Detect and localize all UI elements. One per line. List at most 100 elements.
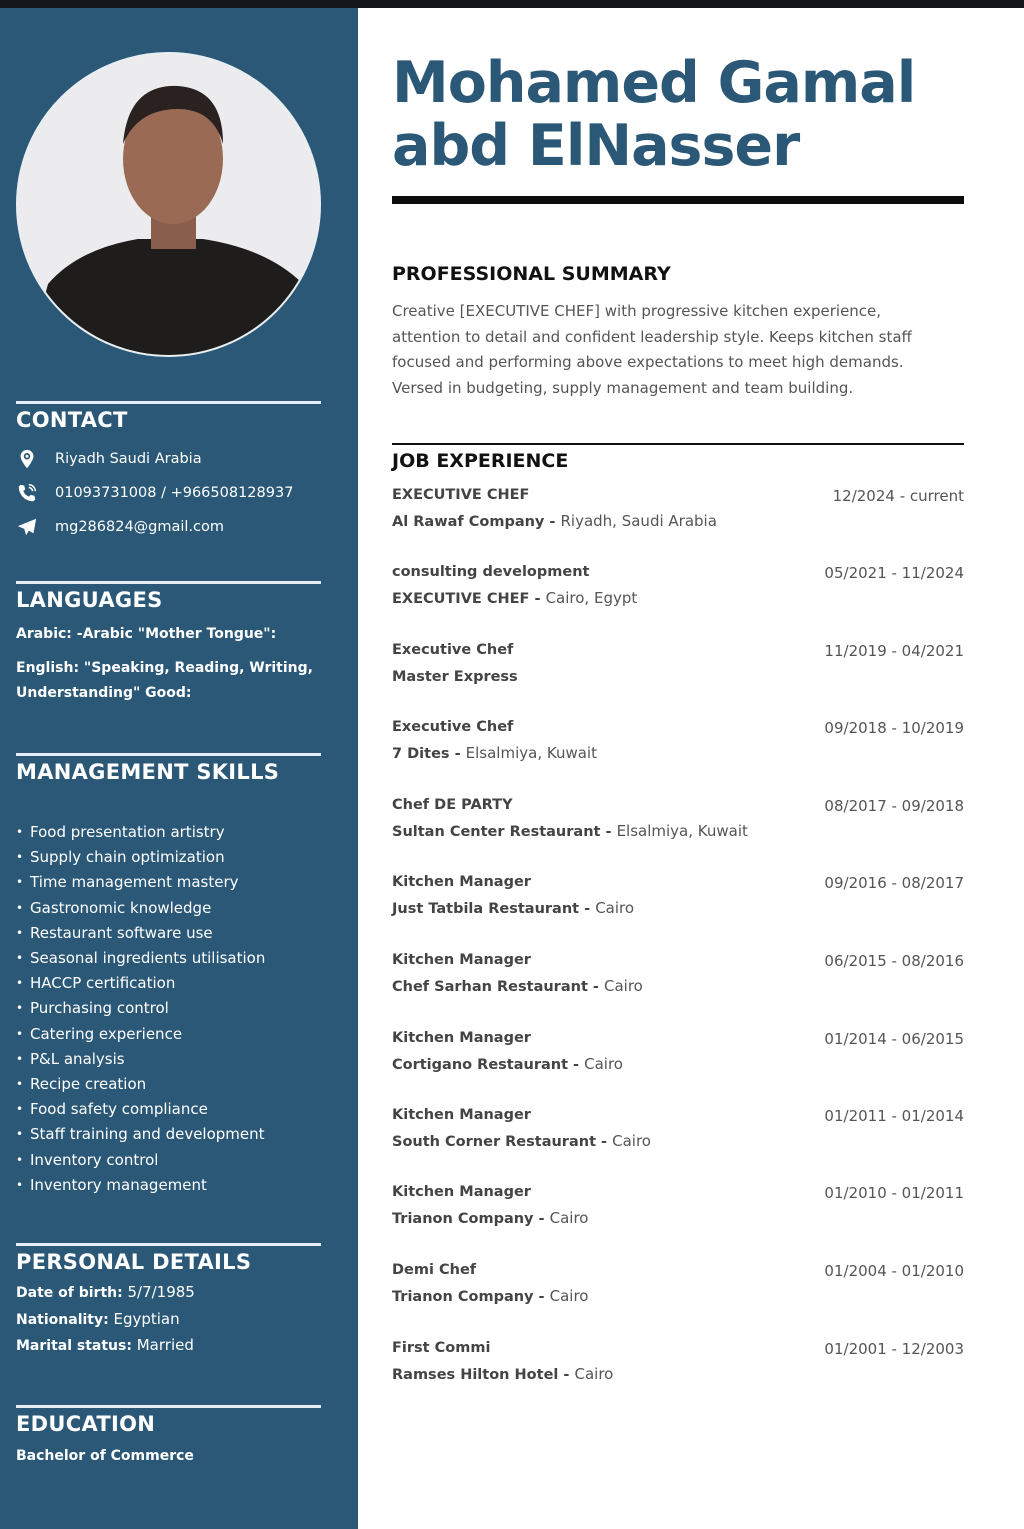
skill-item: Seasonal ingredients utilisation [16, 946, 321, 971]
job-dates: 01/2014 - 06/2015 [824, 1030, 964, 1048]
job-dates: 01/2004 - 01/2010 [824, 1262, 964, 1280]
job-entry: First Commi 01/2001 - 12/2003 Ramses Hilto… [392, 1340, 964, 1383]
job-dates: 01/2001 - 12/2003 [824, 1340, 964, 1358]
language-item: Arabic: -Arabic "Mother Tongue": [16, 626, 277, 642]
divider [16, 1243, 321, 1246]
divider [16, 581, 321, 584]
experience-title: JOB EXPERIENCE [392, 450, 569, 472]
location-text: Riyadh Saudi Arabia [55, 451, 202, 467]
job-company: Just Tatbila Restaurant - [392, 901, 596, 917]
education-section: EDUCATION Bachelor of Commerce [16, 1405, 321, 1469]
phone-icon [18, 484, 36, 502]
job-title: Chef DE PARTY [392, 797, 513, 813]
divider [16, 753, 321, 756]
skill-item: Supply chain optimization [16, 845, 321, 870]
languages-section: LANGUAGES Arabic: -Arabic "Mother Tongue… [16, 581, 321, 706]
job-title: EXECUTIVE CHEF [392, 487, 530, 503]
job-dates: 11/2019 - 04/2021 [824, 642, 964, 660]
email-link[interactable]: mg286824@gmail.com [55, 519, 225, 535]
sidebar: CONTACT Riyadh Saudi Arabia 01093731008 … [0, 8, 358, 1529]
education-degree: Bachelor of Commerce [16, 1448, 194, 1464]
job-entry: Kitchen Manager 06/2015 - 08/2016 Chef Sar… [392, 952, 964, 995]
job-location: Elsalmiya, Kuwait [465, 744, 597, 762]
top-bar [0, 0, 1024, 8]
job-entry: Kitchen Manager 01/2010 - 01/2011 Trianon … [392, 1184, 964, 1227]
job-entry: Kitchen Manager 01/2014 - 06/2015 Cortigan… [392, 1030, 964, 1073]
section-title: CONTACT [16, 408, 128, 432]
job-location: Cairo [595, 899, 635, 917]
job-location: Cairo [549, 1287, 589, 1305]
job-location: Elsalmiya, Kuwait [616, 822, 748, 840]
job-title: Demi Chef [392, 1262, 477, 1278]
job-company: Ramses Hilton Hotel - [392, 1367, 575, 1383]
summary-title: PROFESSIONAL SUMMARY [392, 263, 671, 285]
contact-location: Riyadh Saudi Arabia [16, 442, 321, 476]
personal-detail: Nationality: Egyptian [16, 1309, 180, 1328]
skills-list: Food presentation artistrySupply chain o… [16, 820, 321, 1198]
job-entry: EXECUTIVE CHEF 12/2024 - current Al Rawaf … [392, 487, 964, 530]
job-company: South Corner Restaurant - [392, 1134, 613, 1150]
job-entry: Chef DE PARTY 08/2017 - 09/2018 Sultan Cen… [392, 797, 964, 840]
skill-item: P&L analysis [16, 1047, 321, 1072]
divider [16, 401, 321, 404]
skill-item: Food presentation artistry [16, 820, 321, 845]
job-location: Cairo [574, 1365, 614, 1383]
job-title: First Commi [392, 1340, 491, 1356]
job-company: EXECUTIVE CHEF - [392, 591, 546, 607]
job-dates: 01/2010 - 01/2011 [824, 1184, 964, 1202]
job-location: Cairo [584, 1055, 623, 1073]
job-dates: 06/2015 - 08/2016 [824, 952, 964, 970]
skills-section: MANAGEMENT SKILLS Food presentation arti… [16, 753, 321, 1198]
skill-item: HACCP certification [16, 971, 321, 996]
job-title: Kitchen Manager [392, 1030, 531, 1046]
job-company: Al Rawaf Company - [392, 514, 561, 530]
job-location: Cairo, Egypt [545, 589, 638, 607]
job-entry: Kitchen Manager 09/2016 - 08/2017 Just Tat… [392, 874, 964, 917]
section-title: LANGUAGES [16, 588, 163, 612]
personal-detail: Date of birth: 5/7/1985 [16, 1283, 195, 1301]
phone-text[interactable]: 01093731008 / +966508128937 [55, 485, 294, 501]
skill-item: Time management mastery [16, 870, 321, 895]
paper-plane-icon [17, 518, 37, 536]
job-title: Executive Chef [392, 642, 514, 658]
summary-text: Creative [EXECUTIVE CHEF] with progressi… [392, 302, 912, 397]
candidate-name: Mohamed Gamal abd ElNasser [392, 50, 916, 179]
job-dates: 09/2018 - 10/2019 [824, 719, 964, 737]
job-title: Kitchen Manager [392, 874, 531, 890]
job-entry: consulting development 05/2021 - 11/2024 E… [392, 564, 964, 607]
skill-item: Gastronomic knowledge [16, 896, 321, 921]
location-pin-icon [20, 449, 34, 469]
job-title: Kitchen Manager [392, 1184, 531, 1200]
skill-item: Staff training and development [16, 1122, 321, 1147]
job-title: Kitchen Manager [392, 952, 531, 968]
job-dates: 01/2011 - 01/2014 [824, 1107, 964, 1125]
job-company: Sultan Center Restaurant - [392, 824, 617, 840]
job-company: Cortigano Restaurant - [392, 1057, 585, 1073]
job-location: Cairo [604, 977, 643, 995]
job-dates: 05/2021 - 11/2024 [824, 564, 964, 582]
job-company: Trianon Company - [392, 1211, 550, 1227]
job-entry: Kitchen Manager 01/2011 - 01/2014 South Co… [392, 1107, 964, 1150]
job-company: 7 Dites - [392, 746, 466, 762]
job-location: Cairo [549, 1209, 589, 1227]
job-title: Kitchen Manager [392, 1107, 531, 1123]
job-title: consulting development [392, 564, 590, 580]
job-dates: 12/2024 - current [832, 487, 964, 505]
profile-photo [16, 52, 321, 357]
job-company: Chef Sarhan Restaurant - [392, 979, 604, 995]
contact-email: mg286824@gmail.com [16, 510, 321, 544]
job-entry: Executive Chef 09/2018 - 10/2019 7 Dites -… [392, 719, 964, 762]
job-company: Trianon Company - [392, 1289, 550, 1305]
job-location: Cairo [612, 1132, 651, 1150]
section-title: MANAGEMENT SKILLS [16, 760, 280, 784]
skill-item: Food safety compliance [16, 1097, 321, 1122]
skill-item: Recipe creation [16, 1072, 321, 1097]
job-company: Master Express [392, 669, 518, 685]
skill-item: Inventory management [16, 1173, 321, 1198]
language-item: English: "Speaking, Reading, Writing, Un… [16, 660, 313, 701]
job-title: Executive Chef [392, 719, 514, 735]
job-dates: 08/2017 - 09/2018 [824, 797, 964, 815]
job-dates: 09/2016 - 08/2017 [824, 874, 964, 892]
personal-detail: Marital status: Married [16, 1336, 194, 1354]
job-entry: Executive Chef 11/2019 - 04/2021 Master Ex… [392, 642, 964, 685]
